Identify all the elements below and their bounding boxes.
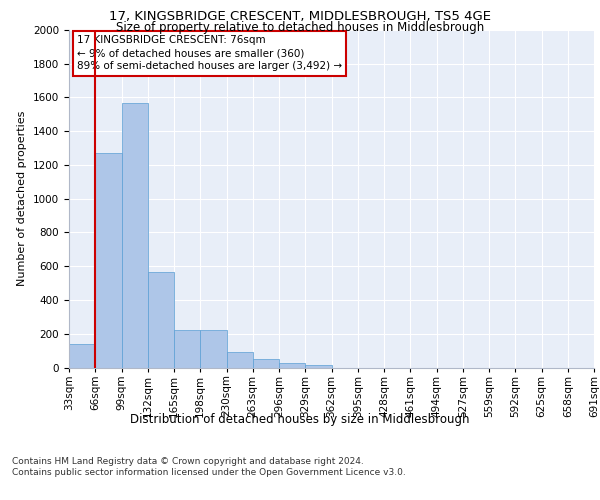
Bar — [253, 359, 279, 368]
Text: 17, KINGSBRIDGE CRESCENT, MIDDLESBROUGH, TS5 4GE: 17, KINGSBRIDGE CRESCENT, MIDDLESBROUGH,… — [109, 10, 491, 23]
Bar — [121, 102, 148, 368]
Bar — [69, 344, 95, 368]
Bar — [95, 153, 121, 368]
Bar — [279, 363, 305, 368]
Text: Contains HM Land Registry data © Crown copyright and database right 2024.
Contai: Contains HM Land Registry data © Crown c… — [12, 458, 406, 477]
Text: 17 KINGSBRIDGE CRESCENT: 76sqm
← 9% of detached houses are smaller (360)
89% of : 17 KINGSBRIDGE CRESCENT: 76sqm ← 9% of d… — [77, 35, 342, 72]
Bar — [227, 352, 253, 368]
Y-axis label: Number of detached properties: Number of detached properties — [17, 111, 28, 286]
Bar — [200, 330, 227, 368]
Bar — [305, 365, 331, 368]
Bar — [148, 272, 174, 368]
Bar — [174, 330, 200, 368]
Text: Size of property relative to detached houses in Middlesbrough: Size of property relative to detached ho… — [116, 22, 484, 35]
Text: Distribution of detached houses by size in Middlesbrough: Distribution of detached houses by size … — [130, 412, 470, 426]
